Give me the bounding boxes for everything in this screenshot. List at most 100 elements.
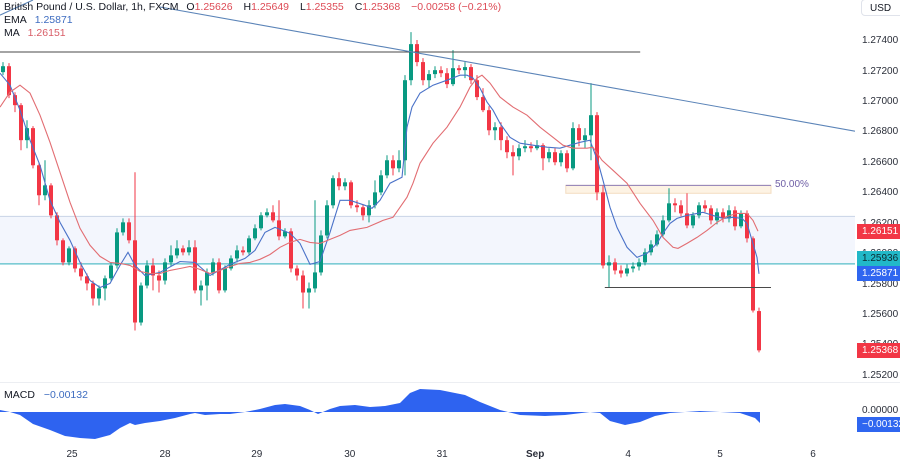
candle-body xyxy=(691,215,695,226)
currency-selector[interactable]: USD xyxy=(861,0,900,16)
candle-body xyxy=(565,153,569,169)
candle-body xyxy=(613,262,617,271)
ema-value: 1.25871 xyxy=(34,14,73,26)
level-price-badge: 1.25936 xyxy=(857,251,900,267)
candle-body xyxy=(43,185,47,196)
ohlc-close: C1.25368 xyxy=(355,1,401,13)
candle-body xyxy=(475,80,479,98)
price-tick: 1.26600 xyxy=(862,156,899,168)
candle-body xyxy=(517,148,521,157)
candle-body xyxy=(385,160,389,176)
change-value: −0.00258 (−0.21%) xyxy=(411,1,502,13)
candle-body xyxy=(325,205,329,236)
open-label: O xyxy=(186,1,195,13)
candle-body xyxy=(133,240,137,323)
candle-body xyxy=(637,262,641,267)
candle-body xyxy=(295,268,299,276)
candle-body xyxy=(661,220,665,235)
candle-body xyxy=(265,212,269,216)
macd-legend-row: MACD −0.00132 xyxy=(4,389,94,401)
candle-body xyxy=(583,135,587,141)
candle-body xyxy=(151,265,155,276)
macd-area xyxy=(0,389,760,439)
candle-body xyxy=(697,205,701,216)
candle-body xyxy=(685,213,689,226)
candle-body xyxy=(205,272,209,286)
candle-body xyxy=(55,215,59,241)
candle-body xyxy=(451,68,455,85)
ohlc-high: H1.25649 xyxy=(243,1,289,13)
background-drawings xyxy=(0,184,855,265)
candle-body xyxy=(85,276,89,284)
candle-body xyxy=(181,248,185,253)
price-tick: 1.26400 xyxy=(862,187,899,199)
candle-body xyxy=(673,203,677,206)
candle-body xyxy=(241,250,245,253)
ma-label[interactable]: MA xyxy=(4,27,20,39)
candle-body xyxy=(457,68,461,71)
candle-body xyxy=(727,210,731,219)
candle-body xyxy=(481,97,485,111)
candle-body xyxy=(397,160,401,169)
candle-body xyxy=(73,248,77,269)
candle-body xyxy=(643,252,647,263)
candle-body xyxy=(463,67,467,71)
price-tick: 1.27200 xyxy=(862,65,899,77)
candle-body xyxy=(259,215,263,229)
pane-separator[interactable] xyxy=(0,382,900,383)
chart-legend: British Pound / U.S. Dollar, 1h, FXCM O1… xyxy=(4,1,506,40)
upper-left-trendline xyxy=(0,0,34,16)
candle-body xyxy=(535,145,539,149)
range-band xyxy=(0,216,855,264)
ohlc-open: O1.25626 xyxy=(186,1,232,13)
low-label: L xyxy=(299,1,306,13)
ma-value: 1.26151 xyxy=(27,27,66,39)
candle-body xyxy=(721,212,725,219)
time-label: 31 xyxy=(436,449,448,460)
candle-body xyxy=(61,240,65,263)
price-tick: 1.26800 xyxy=(862,126,899,138)
close-value: 1.25368 xyxy=(362,1,401,13)
candle-body xyxy=(547,152,551,159)
time-label: 6 xyxy=(810,449,816,460)
candle-body xyxy=(91,283,95,299)
low-value: 1.25355 xyxy=(305,1,344,13)
ohlc-low: L1.25355 xyxy=(300,1,344,13)
candle-body xyxy=(601,192,605,266)
high-label: H xyxy=(243,1,252,13)
candle-body xyxy=(751,238,755,311)
ema-label[interactable]: EMA xyxy=(4,14,27,26)
candle-body xyxy=(607,262,611,266)
ma-line xyxy=(0,74,759,275)
price-tick: 1.27000 xyxy=(862,95,899,107)
high-value: 1.25649 xyxy=(251,1,290,13)
candle-body xyxy=(541,145,545,159)
candle-body xyxy=(175,248,179,256)
candle-body xyxy=(469,67,473,81)
candle-body xyxy=(511,152,515,157)
ema-price-badge: 1.25871 xyxy=(857,266,900,282)
candle-body xyxy=(109,265,113,279)
candle-body xyxy=(139,285,143,323)
candle-body xyxy=(289,231,293,269)
ma-legend-row: MA 1.26151 xyxy=(4,27,506,40)
macd-label[interactable]: MACD xyxy=(4,389,35,401)
candle-body xyxy=(523,146,527,149)
candle-body xyxy=(37,165,41,196)
candle-body xyxy=(379,175,383,193)
open-value: 1.25626 xyxy=(194,1,233,13)
candle-body xyxy=(223,268,227,291)
candle-body xyxy=(307,288,311,293)
candle-body xyxy=(367,205,371,216)
candle-body xyxy=(313,272,317,289)
candle-body xyxy=(577,128,581,141)
candle-body xyxy=(157,275,161,281)
time-label: 30 xyxy=(344,449,356,460)
candle-body xyxy=(319,235,323,273)
last-price-badge: 1.25368 xyxy=(857,342,900,358)
candle-body xyxy=(625,268,629,274)
symbol-title[interactable]: British Pound / U.S. Dollar, 1h, FXCM xyxy=(4,1,179,13)
candle-body xyxy=(331,178,335,206)
candle-body xyxy=(217,262,221,291)
